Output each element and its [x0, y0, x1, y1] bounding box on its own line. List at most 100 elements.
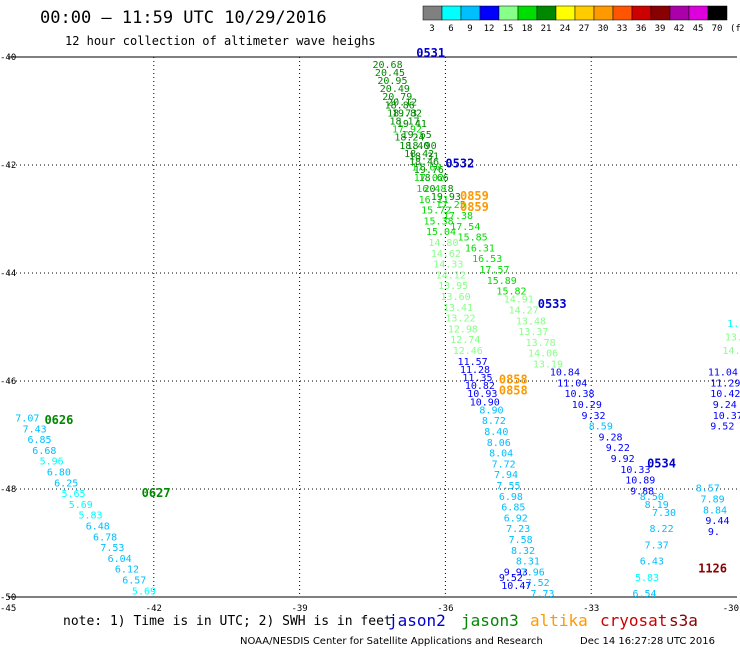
swh-value-label: 8.57 — [696, 484, 720, 495]
swh-value-label: 9.93 — [504, 567, 528, 578]
swh-value-label: 15.72 — [421, 206, 451, 217]
chart-title: 00:00 – 11:59 UTC 10/29/2016 — [40, 8, 327, 28]
swh-value-label: 6.68 — [32, 446, 56, 457]
colorbar-label: 21 — [541, 24, 552, 34]
swh-value-label: 10.84 — [550, 368, 580, 379]
swh-value-label: 9.52 — [499, 573, 523, 584]
colorbar-swatch — [536, 5, 557, 21]
swh-value-label: 7.53 — [100, 543, 124, 554]
colorbar-swatch — [441, 5, 462, 21]
swh-value-label: 5.69 — [69, 500, 93, 511]
swh-value-label: 15.85 — [458, 233, 488, 244]
swh-value-label: 13. — [725, 333, 740, 344]
colorbar-swatch — [688, 5, 709, 21]
swh-value-label: 20.95 — [377, 76, 407, 87]
swh-value-label: 19.76 — [414, 165, 444, 176]
swh-value-label: 14.80 — [428, 238, 458, 249]
colorbar-swatch — [498, 5, 519, 21]
y-tick-label: -42 — [0, 161, 16, 171]
colorbar-label: 33 — [617, 24, 628, 34]
y-tick-label: -48 — [0, 485, 16, 495]
swh-value-label: 10.29 — [572, 400, 602, 411]
swh-value-label: 10.33 — [620, 465, 650, 476]
swh-value-label: 7.37 — [645, 540, 669, 551]
swh-value-label: 10.38 — [564, 389, 594, 400]
swh-value-label: 17.25 — [436, 200, 466, 211]
swh-value-label: 5.96 — [40, 457, 64, 468]
pass-time-label: 0531 — [416, 46, 445, 60]
swh-value-label: 7.23 — [506, 524, 530, 535]
swh-value-label: 18.40 — [399, 141, 429, 152]
swh-value-label: 16.48 — [416, 184, 446, 195]
swh-value-label: 17.02 — [414, 173, 444, 184]
swh-value-label: 6.04 — [108, 554, 132, 565]
swh-value-label: 13.37 — [518, 327, 548, 338]
swh-value-label: 18.66 — [419, 173, 449, 184]
swh-value-label: 19.93 — [431, 192, 461, 203]
data-points: 20.6820.4520.9520.4920.7918.8618.7318.17… — [15, 60, 740, 600]
swh-value-label: 10.93 — [467, 389, 497, 400]
x-tick-label: -45 — [0, 604, 16, 614]
colorbar-swatch — [650, 5, 671, 21]
colorbar-label: 9 — [467, 24, 472, 34]
satellite-legend-s3a: s3a — [669, 611, 698, 630]
satellite-legend: jason2 jason3 altika cryosat s3a — [388, 611, 698, 630]
colorbar-label: 12 — [484, 24, 495, 34]
swh-value-label: 15.82 — [496, 287, 526, 298]
swh-value-label: 6.48 — [86, 522, 110, 533]
colorbar-swatch — [593, 5, 614, 21]
swh-value-label: 1. — [727, 319, 739, 330]
swh-value-label: 13.48 — [516, 316, 546, 327]
swh-value-label: 17.60 — [411, 162, 441, 173]
pass-time-label: 0858 — [499, 373, 528, 387]
swh-value-label: 9.24 — [713, 400, 737, 411]
swh-value-label: 13.78 — [526, 338, 556, 349]
colorbar-swatch — [517, 5, 538, 21]
swh-value-label: 7.55 — [496, 481, 520, 492]
y-tick-label: -50 — [0, 593, 16, 603]
swh-value-label: 14.12 — [436, 270, 466, 281]
swh-value-label: 12.46 — [453, 346, 483, 357]
swh-value-label: 7.30 — [652, 508, 676, 519]
swh-value-label: 8.50 — [640, 492, 664, 503]
swh-value-label: 6.25 — [54, 478, 78, 489]
pass-time-label: 0859 — [460, 200, 489, 214]
swh-value-label: 18.31 — [409, 152, 439, 163]
colorbar-label: 70 — [712, 24, 723, 34]
swh-value-label: 8.31 — [516, 557, 540, 568]
swh-value-label: 7.07 — [15, 414, 39, 425]
swh-value-label: 9.52 — [710, 422, 734, 433]
x-tick-label: -39 — [291, 604, 307, 614]
swh-value-label: 20.79 — [382, 92, 412, 103]
swh-value-label: 8.40 — [484, 427, 508, 438]
swh-value-label: 8.32 — [511, 546, 535, 557]
swh-value-label: 9.44 — [705, 516, 729, 527]
swh-value-label: 11.04 — [557, 378, 587, 389]
swh-value-label: 17.92 — [392, 125, 422, 136]
swh-value-label: 7.94 — [494, 470, 518, 481]
swh-value-label: 6.85 — [27, 435, 51, 446]
swh-value-label: 10.47 — [501, 581, 531, 592]
credit-text: NOAA/NESDIS Center for Satellite Applica… — [240, 636, 543, 647]
swh-value-label: 11.35 — [462, 373, 492, 384]
swh-value-label: 15.04 — [426, 227, 456, 238]
y-tick-label: -46 — [0, 377, 16, 387]
pass-time-label: 0858 — [499, 384, 528, 398]
swh-value-label: 14.33 — [433, 260, 463, 271]
swh-value-label: 15.89 — [487, 276, 517, 287]
colorbar-swatch — [574, 5, 595, 21]
swh-value-label: 8.84 — [703, 505, 727, 516]
swh-value-label: 6.78 — [93, 532, 117, 543]
swh-value-label: 9.32 — [581, 411, 605, 422]
swh-value-label: 14. — [722, 346, 740, 357]
swh-value-label: 12.74 — [450, 335, 480, 346]
swh-value-label: 7.52 — [526, 578, 550, 589]
swh-value-label: 20.18 — [424, 184, 454, 195]
satellite-legend-jason2: jason2 — [388, 611, 446, 630]
swh-value-label: 18.46 — [409, 157, 439, 168]
x-tick-label: -30 — [723, 604, 739, 614]
swh-value-label: 15.38 — [424, 216, 454, 227]
colorbar-swatch — [555, 5, 576, 21]
